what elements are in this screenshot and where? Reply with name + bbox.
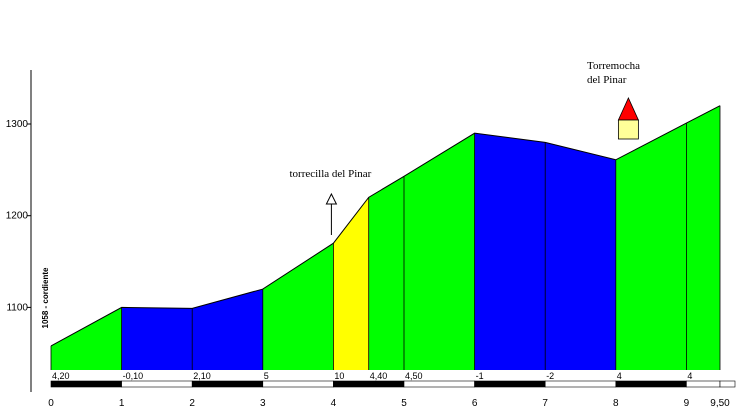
distance-band-block-0	[50, 380, 122, 388]
x-tick-label-5: 5	[401, 398, 407, 409]
profile-segment-3	[262, 243, 334, 370]
profile-outline-group	[50, 105, 721, 347]
annotation-text-1-1: del Pinar	[587, 74, 627, 86]
profile-segment-10	[686, 105, 720, 370]
profile-segment-5	[368, 176, 404, 370]
x-tick-label-3: 3	[260, 398, 266, 409]
distance-band-block-9	[686, 380, 721, 388]
x-tick-label-1: 1	[119, 398, 125, 409]
segment-divider-group	[50, 105, 721, 370]
distance-band-group	[50, 380, 736, 388]
profile-segment-7	[474, 133, 546, 370]
x-tick-label-9: 9	[684, 398, 690, 409]
profile-segment-0	[51, 307, 122, 370]
vertical-note: 1058 - cordiente	[41, 267, 50, 328]
slope-label-1: -0,10	[123, 371, 144, 381]
slope-label-9: 4	[617, 371, 622, 381]
distance-band-block-1	[121, 380, 193, 388]
x-tick-label-4: 4	[331, 398, 337, 409]
x-tick-label-7: 7	[542, 398, 548, 409]
x-tick-label-10: 9,50	[710, 398, 730, 409]
slope-label-2: 2,10	[193, 371, 211, 381]
y-tick-label-1: 1200	[6, 211, 29, 222]
x-tick-label-0: 0	[48, 398, 54, 409]
annotation-arrow-head-0	[325, 192, 338, 205]
annotation-house-walls-1	[617, 119, 639, 140]
profile-area-group	[51, 105, 720, 370]
distance-band-block-3	[262, 380, 334, 388]
distance-band-block-2	[191, 380, 264, 388]
profile-outline	[50, 105, 721, 347]
slope-label-0: 4,20	[52, 371, 70, 381]
profile-segment-4	[333, 197, 369, 370]
slope-label-3: 5	[264, 371, 269, 381]
distance-band-block-6	[474, 380, 546, 388]
profile-segment-8	[545, 142, 616, 370]
slope-label-4: 10	[334, 371, 344, 381]
y-tick-label-2: 1300	[6, 119, 29, 130]
profile-segment-1	[121, 307, 193, 370]
x-tick-label-6: 6	[472, 398, 478, 409]
annotation-text-0-0: torrecilla del Pinar	[289, 168, 371, 180]
x-tick-label-2: 2	[189, 398, 195, 409]
profile-segment-2	[192, 289, 263, 370]
slope-label-7: -1	[476, 371, 484, 381]
x-tick-label-8: 8	[613, 398, 619, 409]
profile-segment-9	[615, 123, 687, 370]
slope-label-5: 4,40	[370, 371, 388, 381]
profile-segment-6	[404, 133, 475, 370]
distance-band-tail	[719, 380, 736, 388]
slope-label-6: 4,50	[405, 371, 423, 381]
distance-band-block-7	[544, 380, 617, 388]
y-tick-label-0: 1100	[6, 302, 28, 313]
annotation-text-1-0: Torremocha	[587, 60, 640, 72]
distance-band-block-5	[403, 380, 475, 388]
slope-label-8: -2	[546, 371, 554, 381]
distance-band-block-8	[615, 380, 687, 388]
axes-group	[27, 70, 32, 392]
distance-band-block-4	[333, 380, 405, 388]
annotation-group: torrecilla del Pinar Torremocha del Pinar	[289, 60, 640, 235]
annotation-house-roof-1	[617, 97, 640, 121]
label-group: 1100 1200 1300 1058 - cordiente 0 1 2 3 4 5 6 7 8 9 9,…	[6, 119, 730, 409]
slope-label-10: 4	[687, 371, 692, 381]
